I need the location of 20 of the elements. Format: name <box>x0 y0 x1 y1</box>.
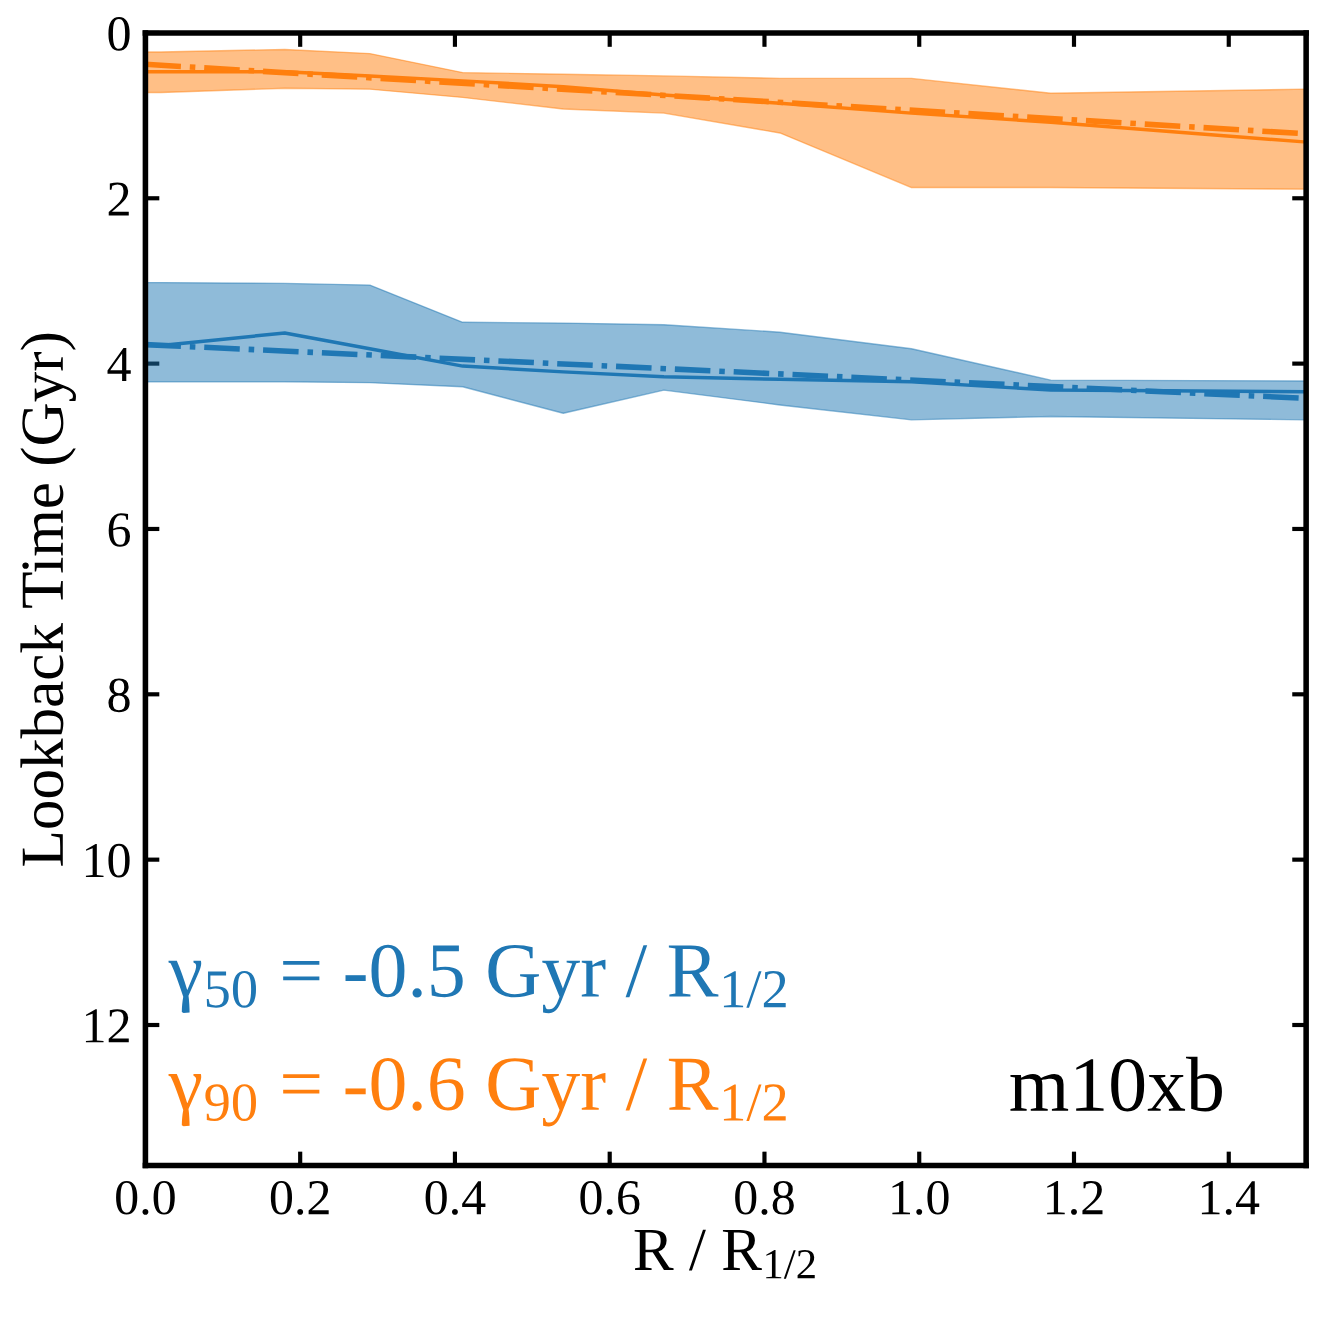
x-tick-label: 0.8 <box>735 1180 794 1215</box>
x-axis-title: R / R$_{1/2}$ <box>634 1229 815 1279</box>
y-tick-label: 0 <box>108 17 130 51</box>
y-tick-label: 12 <box>85 1009 129 1043</box>
y-tick-label: 4 <box>107 348 131 381</box>
annotation: γ$_{50}$ = -0.5 Gyr / R$_{1/2}$ <box>168 944 786 1014</box>
x-tick-label: 0.0 <box>116 1180 175 1215</box>
x-tick-label: 1.0 <box>892 1180 949 1215</box>
annotation: γ$_{90}$ = -0.6 Gyr / R$_{1/2}$ <box>168 1057 786 1127</box>
x-tick-label: 1.4 <box>1201 1181 1260 1215</box>
y-tick-label: 2 <box>108 182 129 216</box>
x-tick-label: 0.6 <box>580 1180 640 1215</box>
y-tick-label: 6 <box>108 513 131 547</box>
x-tick-label: 1.2 <box>1047 1181 1103 1215</box>
y-axis-title: Lookback Time (Gyr) <box>20 333 76 866</box>
x-tick-label: 0.4 <box>425 1180 486 1215</box>
y-tick-label: 8 <box>108 678 130 713</box>
x-tick-label: 0.2 <box>270 1180 329 1215</box>
y-tick-label: 10 <box>85 843 130 878</box>
annotation: m10xb <box>1010 1056 1222 1112</box>
